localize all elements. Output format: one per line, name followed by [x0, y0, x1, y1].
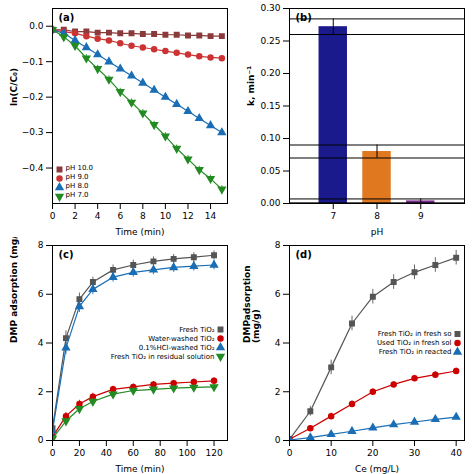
svg-text:(c): (c) [59, 249, 74, 260]
svg-text:2: 2 [72, 211, 78, 221]
svg-text:0.10: 0.10 [260, 133, 280, 143]
svg-text:0.1%HCl-washed TiO₂: 0.1%HCl-washed TiO₂ [139, 344, 215, 352]
svg-text:120: 120 [205, 448, 222, 458]
svg-text:Fresh TiO₂ in residual solutio: Fresh TiO₂ in residual solution [111, 353, 215, 361]
svg-text:pH 10.0: pH 10.0 [66, 164, 94, 172]
svg-text:12: 12 [182, 211, 193, 221]
svg-text:100: 100 [179, 448, 196, 458]
svg-text:0: 0 [38, 435, 44, 445]
svg-text:0: 0 [275, 435, 281, 445]
svg-text:6: 6 [275, 289, 281, 299]
svg-text:4: 4 [38, 338, 44, 348]
svg-text:0.20: 0.20 [260, 68, 280, 78]
svg-text:DMP adsorption (mg/g): DMP adsorption (mg/g) [9, 237, 19, 343]
svg-text:14: 14 [205, 211, 217, 221]
svg-text:80: 80 [154, 448, 166, 458]
svg-text:2: 2 [275, 387, 281, 397]
svg-text:−0.2: −0.2 [22, 92, 44, 102]
svg-text:(d): (d) [296, 249, 312, 260]
svg-text:DMPadsorption(mg/g): DMPadsorption(mg/g) [242, 265, 261, 343]
svg-text:8: 8 [275, 240, 281, 250]
svg-text:pH 8.0: pH 8.0 [66, 182, 89, 190]
svg-text:7: 7 [330, 211, 336, 221]
svg-text:4: 4 [95, 211, 101, 221]
svg-text:6: 6 [38, 289, 44, 299]
svg-text:k, min⁻¹: k, min⁻¹ [246, 66, 256, 106]
svg-text:8: 8 [374, 211, 380, 221]
svg-text:0.30: 0.30 [260, 3, 280, 13]
svg-text:(a): (a) [59, 12, 75, 23]
svg-text:0.05: 0.05 [260, 166, 280, 176]
svg-text:10: 10 [325, 448, 337, 458]
svg-text:pH 7.0: pH 7.0 [66, 191, 89, 199]
svg-text:−0.3: −0.3 [22, 127, 44, 137]
svg-text:2: 2 [38, 387, 44, 397]
svg-text:Used TiO₂ in fresh sol: Used TiO₂ in fresh sol [377, 339, 452, 347]
svg-text:Time (min): Time (min) [115, 227, 165, 237]
svg-text:4: 4 [275, 338, 281, 348]
svg-text:8: 8 [38, 240, 44, 250]
svg-text:6: 6 [117, 211, 123, 221]
svg-text:8: 8 [140, 211, 146, 221]
svg-text:pH 9.0: pH 9.0 [66, 173, 89, 181]
svg-text:−0.4: −0.4 [22, 163, 44, 173]
svg-text:0.00: 0.00 [260, 198, 280, 208]
svg-text:40: 40 [450, 448, 462, 458]
svg-text:Fresh TiO₂: Fresh TiO₂ [179, 326, 214, 334]
svg-text:0.25: 0.25 [260, 36, 280, 46]
svg-text:(b): (b) [296, 12, 312, 23]
svg-text:ln(C/C₀): ln(C/C₀) [9, 68, 19, 106]
svg-text:40: 40 [101, 448, 113, 458]
svg-text:0: 0 [50, 211, 56, 221]
svg-text:0.0: 0.0 [29, 21, 44, 31]
svg-text:0: 0 [50, 448, 56, 458]
svg-text:−0.1: −0.1 [22, 57, 44, 67]
svg-text:Fresh TiO₂ in fresh so: Fresh TiO₂ in fresh so [378, 330, 452, 338]
svg-text:10: 10 [160, 211, 172, 221]
svg-text:30: 30 [409, 448, 421, 458]
svg-text:Water-washed TiO₂: Water-washed TiO₂ [148, 335, 214, 343]
svg-text:9: 9 [418, 211, 424, 221]
svg-text:Ce (mg/L): Ce (mg/L) [355, 464, 399, 474]
svg-text:Fresh TiO₂ in reacted: Fresh TiO₂ in reacted [379, 348, 452, 356]
svg-text:0.15: 0.15 [260, 101, 280, 111]
svg-text:pH: pH [371, 227, 383, 237]
svg-text:20: 20 [74, 448, 86, 458]
svg-text:Time (min): Time (min) [115, 464, 165, 474]
svg-text:20: 20 [367, 448, 379, 458]
svg-text:0: 0 [287, 448, 293, 458]
svg-text:60: 60 [128, 448, 140, 458]
